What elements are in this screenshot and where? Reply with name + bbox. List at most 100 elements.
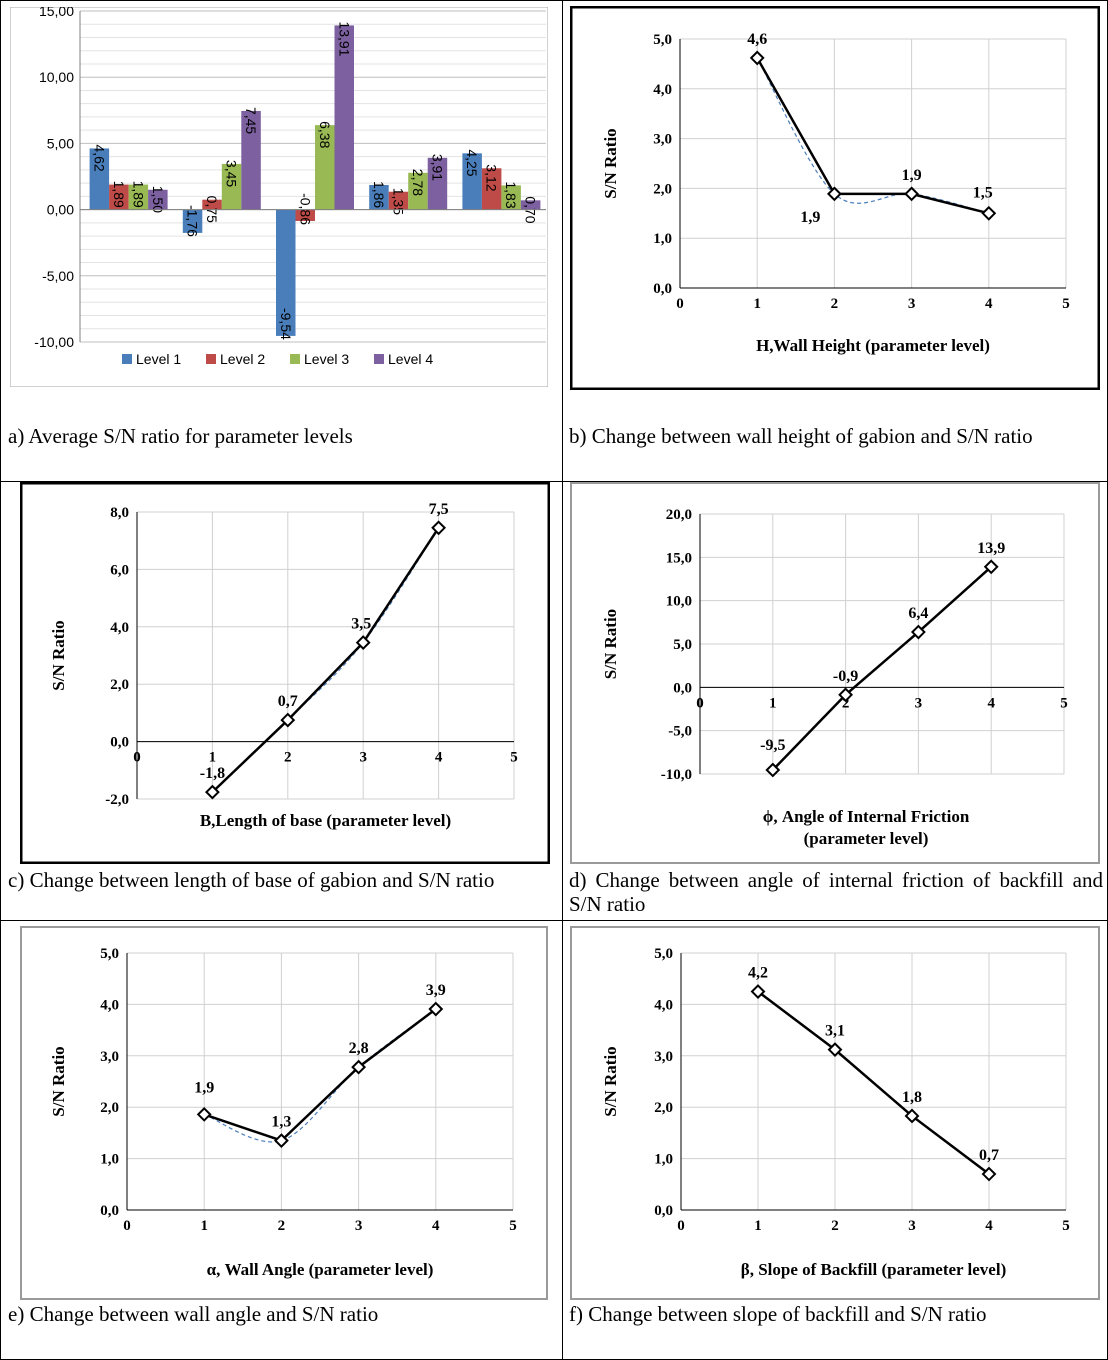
chart-d-x-tick-label: 4 <box>987 695 995 711</box>
chart-e-series-line <box>203 1008 437 1143</box>
table-row-divider-1 <box>0 481 1108 482</box>
chart-a-bar <box>295 209 315 221</box>
chart-f-x-axis-title: β, Slope of Backfill (parameter level) <box>741 1260 1006 1279</box>
chart-b-y-tick-label: 2,0 <box>653 181 672 197</box>
chart-e-x-tick-label: 4 <box>432 1218 440 1234</box>
chart-c-series-line <box>211 527 440 794</box>
chart-e-y-tick-label: 4,0 <box>100 997 119 1013</box>
chart-a-bar <box>202 199 222 210</box>
caption-a: a) Average S/N ratio for parameter level… <box>8 424 353 448</box>
chart-c-x-axis-title: B,Length of base (parameter level) <box>200 811 451 830</box>
chart-c-data-label: 3,5 <box>351 616 371 633</box>
chart-e-x-tick-label: 1 <box>200 1218 208 1234</box>
caption-e: e) Change between wall angle and S/N rat… <box>8 1302 379 1326</box>
chart-d-y-tick-label: 0,0 <box>673 680 692 696</box>
chart-c-y-tick-label: 2,0 <box>110 677 129 693</box>
chart-a-y-tick-label: 5,00 <box>47 135 74 151</box>
chart-a-data-label: 3,45 <box>224 160 240 187</box>
chart-c-panel: -2,0 0,0 2,0 4,0 6,0 8,0 0 1 2 3 4 5 S/N Ratio B,Leng… <box>20 482 550 864</box>
chart-c-x-tick-label: 1 <box>209 750 217 766</box>
chart-f-x-tick-label: 3 <box>908 1218 916 1234</box>
chart-a-legend-swatch <box>122 354 132 364</box>
chart-f-y-tick-label: 1,0 <box>654 1152 673 1168</box>
chart-a-legend-label: Level 4 <box>388 351 433 367</box>
chart-f-x-tick-label: 5 <box>1062 1218 1070 1234</box>
chart-b-x-tick-label: 1 <box>753 296 761 312</box>
chart-e-x-axis-title: α, Wall Angle (parameter level) <box>207 1260 434 1279</box>
chart-a-data-label: 2,78 <box>410 169 426 196</box>
chart-c-data-label: 0,7 <box>278 693 298 710</box>
chart-a-bar <box>334 25 354 210</box>
chart-a-bar <box>89 148 110 210</box>
chart-c-y-tick-label: 4,0 <box>110 620 129 636</box>
chart-a-legend-label: Level 3 <box>304 351 349 367</box>
chart-d-panel: -10,0 -5,0 0,0 5,0 10,0 15,0 20,0 0 1 2 3 4 5 S/N Rat… <box>570 482 1100 864</box>
chart-e-y-tick-label: 1,0 <box>100 1152 119 1168</box>
chart-e-x-tick-label: 0 <box>123 1218 131 1234</box>
chart-f-data-label: 1,8 <box>902 1089 922 1106</box>
chart-b-x-tick-label: 0 <box>676 296 684 312</box>
chart-e-y-tick-label: 5,0 <box>100 946 119 962</box>
chart-b-x-tick-label: 2 <box>831 296 839 312</box>
chart-c-marker <box>204 784 220 800</box>
chart-c-y-tick-label: -2,0 <box>105 792 129 808</box>
chart-a-bar <box>481 168 502 210</box>
caption-b: b) Change between wall height of gabion … <box>569 424 1033 448</box>
chart-b-x-tick-label: 3 <box>908 296 916 312</box>
chart-a-bar <box>520 200 541 210</box>
chart-a-bar <box>315 125 335 210</box>
table-row-divider-2 <box>0 920 1108 921</box>
chart-b-x-tick-label: 4 <box>985 296 993 312</box>
chart-e-frame <box>20 926 548 1300</box>
chart-b-marker <box>981 205 997 221</box>
chart-d-data-label: -0,9 <box>833 668 858 685</box>
chart-a-bar <box>427 157 448 210</box>
chart-f-data-label: 4,2 <box>748 965 768 982</box>
chart-b-data-label: 1,9 <box>800 209 820 226</box>
chart-b-y-tick-label: 0,0 <box>653 281 672 297</box>
chart-f-panel: 0,0 1,0 2,0 3,0 4,0 5,0 0 1 2 3 4 5 S/N Ratio β, Slop… <box>570 926 1100 1300</box>
chart-b-x-tick-label: 5 <box>1062 296 1070 312</box>
chart-a-bar <box>276 209 296 336</box>
chart-b-marker <box>904 186 920 202</box>
chart-b-y-tick-label: 1,0 <box>653 231 672 247</box>
chart-a-panel: -10,00 -5,00 0,00 5,00 10,00 15,00 4,62 1,89 1,8… <box>10 7 548 387</box>
chart-d-marker <box>838 687 854 703</box>
chart-c-x-tick-label: 3 <box>359 750 367 766</box>
chart-d-x-axis-title-line2: (parameter level) <box>804 829 929 848</box>
chart-a-bar <box>462 153 482 210</box>
chart-b-series-line <box>756 57 990 215</box>
chart-a-legend-swatch <box>374 354 384 364</box>
chart-d-data-label: 13,9 <box>977 540 1005 557</box>
chart-c-x-tick-label: 0 <box>133 750 141 766</box>
chart-c-x-tick-label: 5 <box>510 750 518 766</box>
chart-f-line-chart: 0,0 1,0 2,0 3,0 4,0 5,0 0 1 2 3 4 5 S/N Ratio β, Slop… <box>570 926 1100 1300</box>
chart-b-marker <box>749 50 765 66</box>
chart-d-x-axis-title: ϕ, Angle of Internal Friction <box>763 807 970 826</box>
chart-f-y-tick-label: 5,0 <box>654 946 673 962</box>
chart-a-legend-swatch <box>206 354 216 364</box>
chart-d-line-chart: -10,0 -5,0 0,0 5,0 10,0 15,0 20,0 0 1 2 3 4 5 S/N Rat… <box>570 482 1100 864</box>
chart-e-data-label: 1,9 <box>194 1079 214 1096</box>
chart-d-frame <box>570 482 1100 864</box>
chart-d-marker <box>910 624 926 640</box>
chart-a-legend-swatch <box>290 354 300 364</box>
chart-d-y-tick-label: -10,0 <box>661 767 692 783</box>
chart-e-marker <box>428 1001 444 1017</box>
chart-a-bar <box>128 184 149 210</box>
chart-d-x-tick-label: 3 <box>915 695 923 711</box>
chart-b-data-label: 1,5 <box>973 184 993 201</box>
chart-d-y-tick-label: 10,0 <box>666 594 692 610</box>
caption-d: d) Change between angle of internal fric… <box>569 868 1103 916</box>
chart-c-line-chart: -2,0 0,0 2,0 4,0 6,0 8,0 0 1 2 3 4 5 S/N Ratio B,Leng… <box>20 482 550 864</box>
chart-e-line-chart: 0,0 1,0 2,0 3,0 4,0 5,0 0 1 2 3 4 5 S/N Ratio α, Wall… <box>20 926 548 1300</box>
chart-f-data-label: 3,1 <box>825 1023 845 1040</box>
chart-e-y-tick-label: 2,0 <box>100 1100 119 1116</box>
chart-f-marker <box>827 1042 843 1058</box>
chart-b-marker <box>826 186 842 202</box>
chart-a-bar <box>241 110 261 210</box>
chart-b-panel: 0,0 1,0 2,0 3,0 4,0 5,0 0 1 2 3 4 5 S/N Ratio H,Wall … <box>570 6 1100 390</box>
chart-f-y-tick-label: 0,0 <box>654 1203 673 1219</box>
chart-f-x-tick-label: 0 <box>677 1218 685 1234</box>
chart-c-data-label: -1,8 <box>200 765 225 782</box>
